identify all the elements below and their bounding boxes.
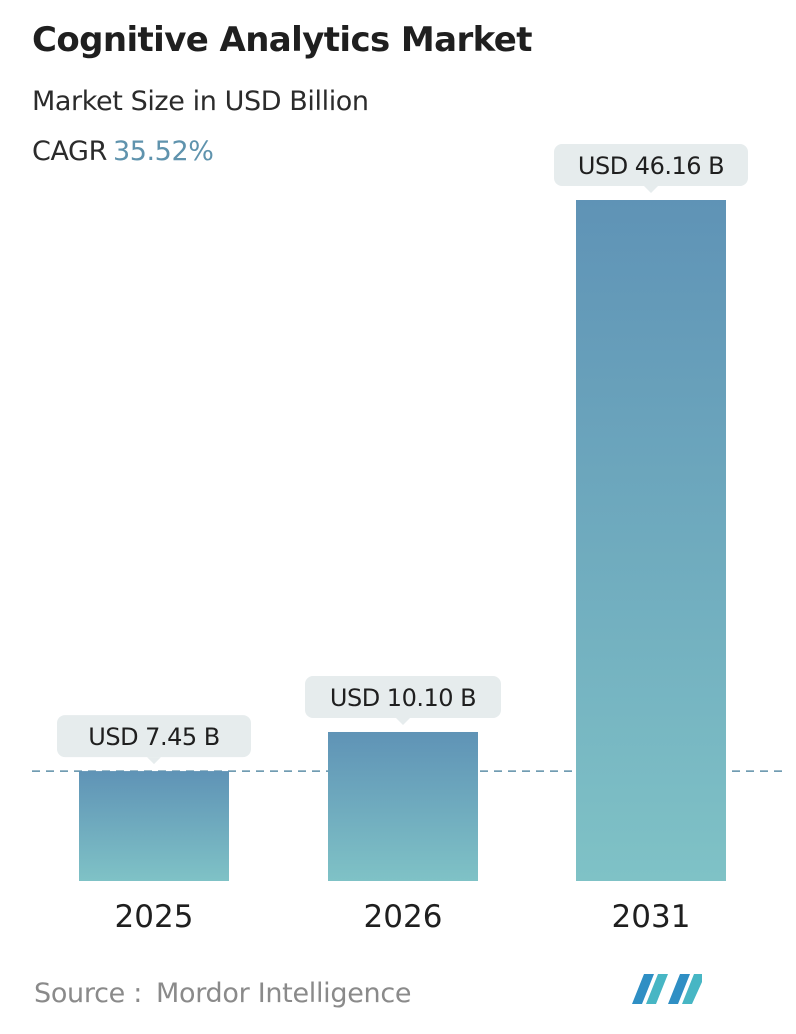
mordor-intelligence-logo [632, 974, 702, 1004]
data-label-2031: USD 46.16 B [578, 152, 724, 180]
source-line: Source : Mordor Intelligence [34, 978, 412, 1009]
data-label-pointer-2026 [396, 717, 410, 725]
bar-2025 [79, 771, 229, 881]
x-tick-label-2031: 2031 [612, 899, 691, 935]
chart-title: Cognitive Analytics Market [32, 20, 532, 60]
bar-2026 [328, 731, 478, 881]
data-label-pointer-2025 [147, 757, 161, 765]
source-value: Mordor Intelligence [156, 978, 412, 1009]
bar-chart: USD 7.45 B 2025 USD 10.10 B 2026 USD 46.16 B… [32, 144, 782, 935]
data-label-box-2026 [305, 675, 501, 718]
data-label-2025: USD 7.45 B [88, 723, 219, 751]
data-label-2026: USD 10.10 B [330, 684, 476, 712]
chart-subtitle: Market Size in USD Billion [32, 86, 369, 117]
cagr-line: CAGR 35.52% [32, 136, 214, 167]
x-tick-label-2026: 2026 [364, 899, 443, 935]
x-tick-label-2025: 2025 [115, 899, 194, 935]
data-label-pointer-2031 [644, 186, 658, 193]
cagr-label: CAGR [32, 136, 107, 167]
bar-2031 [576, 200, 726, 881]
source-label: Source : [34, 978, 143, 1009]
data-label-box-2031 [554, 144, 748, 186]
cagr-value: 35.52% [112, 136, 214, 167]
data-label-box-2025 [57, 715, 251, 758]
